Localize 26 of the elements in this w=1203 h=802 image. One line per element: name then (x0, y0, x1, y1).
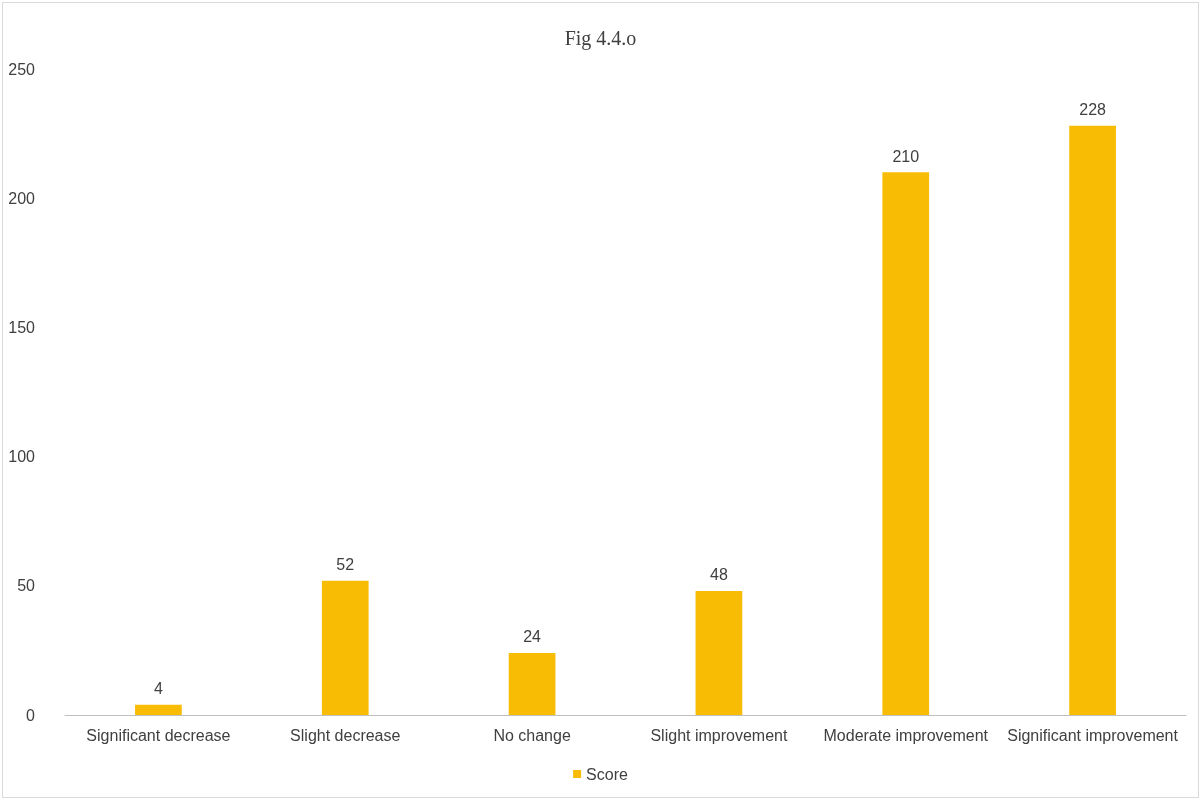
y-tick-label: 50 (17, 577, 36, 595)
data-label: 48 (710, 566, 728, 584)
data-label: 24 (523, 628, 542, 646)
bar (1069, 125, 1116, 715)
bar (135, 704, 182, 715)
chart-title: Fig 4.4.o (564, 27, 637, 50)
x-tick-label: Significant improvement (1007, 726, 1179, 744)
y-tick-label: 200 (8, 189, 36, 207)
x-tick-label: Significant decrease (86, 726, 231, 744)
x-tick-label: Slight decrease (290, 726, 401, 744)
data-label: 228 (1079, 101, 1107, 119)
data-label: 52 (336, 556, 355, 574)
data-label: 4 (153, 680, 163, 698)
bar (882, 172, 930, 715)
data-label: 210 (892, 147, 920, 165)
y-tick-label: 100 (8, 448, 36, 466)
bar (508, 652, 556, 715)
x-tick-label: No change (493, 726, 571, 744)
x-tick-label: Slight improvement (650, 726, 788, 744)
y-tick-label: 0 (26, 706, 36, 724)
y-tick-label: 150 (8, 318, 36, 336)
y-tick-label: 250 (8, 60, 36, 78)
bar (321, 580, 369, 715)
legend-label: Score (586, 765, 628, 783)
x-tick-label: Moderate improvement (823, 726, 989, 744)
bar (695, 590, 743, 715)
